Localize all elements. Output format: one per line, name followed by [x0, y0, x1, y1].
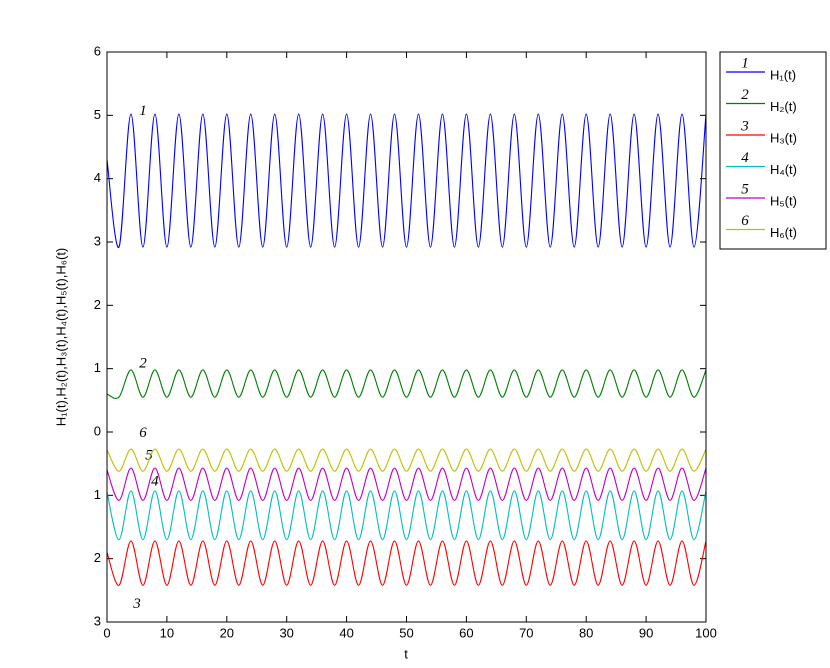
- y-tick-label: 1: [94, 360, 101, 375]
- y-tick-label: 3: [94, 233, 101, 248]
- x-axis-label: t: [404, 646, 408, 661]
- legend-box: [719, 51, 827, 250]
- line: [107, 540, 706, 586]
- legend-number: 6: [741, 213, 749, 229]
- x-tick-label: 0: [103, 625, 110, 640]
- y-tick-label: 2: [94, 297, 101, 312]
- x-tick-label: 90: [639, 625, 653, 640]
- legend-number: 4: [741, 150, 749, 166]
- line-annotation: 4: [151, 474, 159, 490]
- line-annotation: 6: [139, 425, 147, 441]
- legend-number: 2: [741, 87, 749, 103]
- line: [107, 448, 706, 472]
- line: [107, 113, 706, 248]
- line: [107, 369, 706, 399]
- line: [107, 490, 706, 541]
- y-tick-label: 0: [94, 423, 101, 438]
- y-tick-label: 4: [94, 170, 101, 185]
- line-annotation: 5: [145, 447, 153, 463]
- y-tick-label: 5: [94, 107, 101, 122]
- x-tick-label: 80: [579, 625, 593, 640]
- x-tick-label: 30: [279, 625, 293, 640]
- x-tick-label: 60: [459, 625, 473, 640]
- legend-label: H₅(t): [770, 193, 797, 208]
- legend-number: 3: [740, 118, 749, 134]
- x-tick-label: 100: [695, 625, 717, 640]
- x-tick-label: 20: [220, 625, 234, 640]
- legend-number: 5: [741, 181, 749, 197]
- x-tick-label: 70: [519, 625, 533, 640]
- legend-label: H₃(t): [770, 130, 797, 145]
- x-tick-label: 40: [339, 625, 353, 640]
- plot-frame: [106, 51, 707, 623]
- x-tick-label: 50: [399, 625, 413, 640]
- legend-label: H₆(t): [770, 225, 797, 240]
- line-annotation: 2: [139, 355, 147, 371]
- y-axis-label: H₁(t),H₂(t),H₃(t),H₄(t),H₅(t),H₆(t): [53, 248, 68, 427]
- legend-label: H₁(t): [770, 67, 796, 82]
- line-annotation: 3: [132, 596, 141, 612]
- legend-label: H₄(t): [770, 162, 797, 177]
- y-tick-label: 3: [94, 613, 101, 628]
- legend-label: H₂(t): [770, 99, 797, 114]
- y-tick-label: 6: [94, 43, 101, 58]
- y-tick-label: 1: [94, 487, 101, 502]
- legend-number: 1: [741, 55, 749, 71]
- line-annotation: 1: [139, 103, 147, 119]
- x-tick-label: 10: [160, 625, 174, 640]
- y-tick-label: 2: [94, 550, 101, 565]
- line: [107, 467, 706, 501]
